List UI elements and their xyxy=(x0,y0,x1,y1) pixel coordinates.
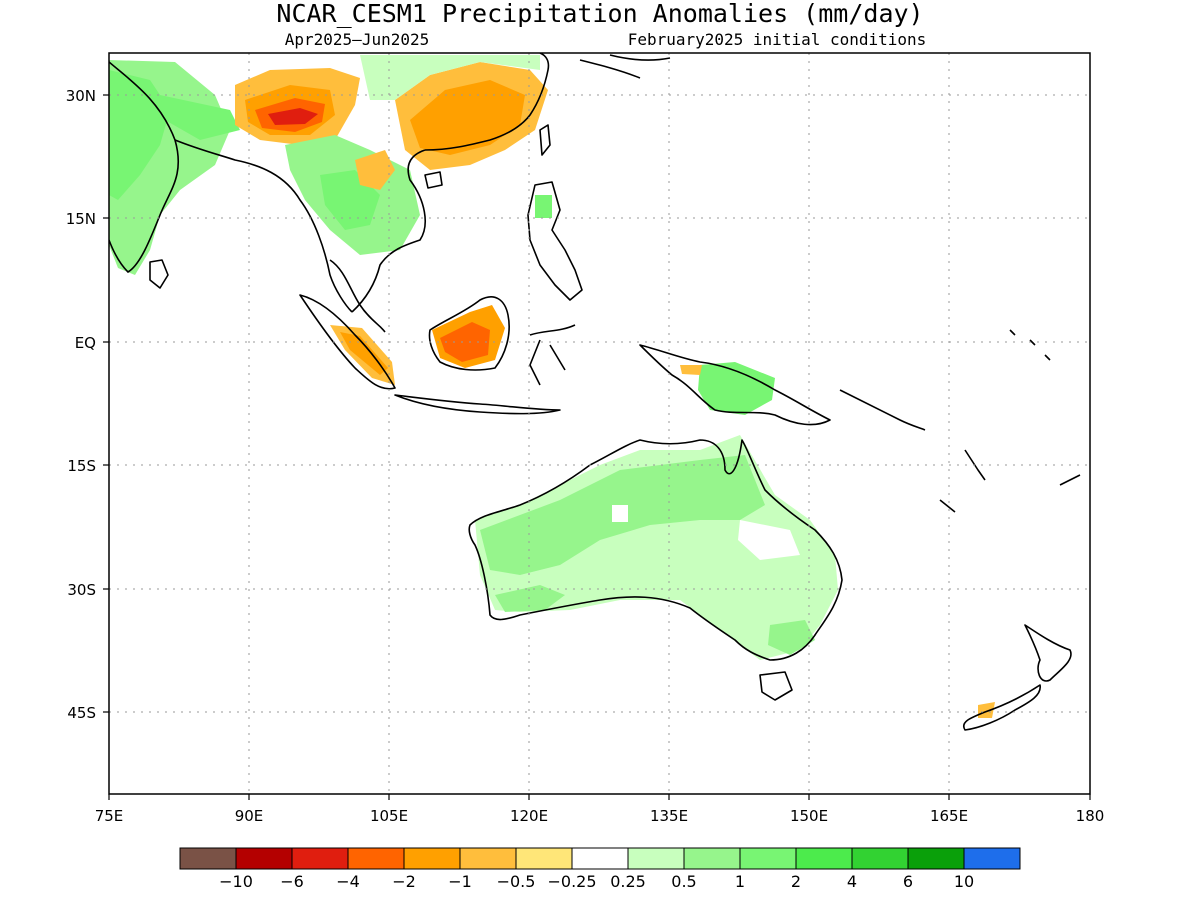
colorbar-label: 4 xyxy=(847,872,857,891)
colorbar-label: 2 xyxy=(791,872,801,891)
taiwan xyxy=(539,124,551,156)
india-bay-coastline xyxy=(174,139,353,313)
colorbar-swatch xyxy=(347,847,405,870)
malay-peninsula xyxy=(329,259,386,333)
colorbar-swatch xyxy=(851,847,909,870)
asia-coastline xyxy=(109,61,180,273)
new-zealand-dry xyxy=(978,702,995,718)
colorbar-label: −10 xyxy=(219,872,253,891)
colorbar-label: −0.25 xyxy=(547,872,596,891)
colorbar-swatch xyxy=(571,847,629,870)
solomon-islands xyxy=(839,389,926,431)
new-guinea-dry-patch xyxy=(680,365,702,375)
lat-tick-eq: EQ xyxy=(75,334,96,352)
colorbar-label: −6 xyxy=(280,872,304,891)
initial-conditions-subtitle: February2025 initial conditions xyxy=(628,30,927,49)
coastlines xyxy=(109,53,1081,731)
colorbar-swatch xyxy=(179,847,237,870)
indochina-coastline xyxy=(351,149,426,313)
colorbar-swatch xyxy=(795,847,853,870)
lat-tick-30n: 30N xyxy=(66,87,96,105)
colorbar-swatch xyxy=(683,847,741,870)
australia-wet-south xyxy=(495,585,565,612)
india-wet-core xyxy=(109,70,170,200)
colorbar-swatch xyxy=(515,847,573,870)
map-frame xyxy=(108,52,1091,795)
lon-tick-90e: 90E xyxy=(235,807,264,825)
colorbar-swatch xyxy=(459,847,517,870)
lon-tick-135e: 135E xyxy=(650,807,688,825)
colorbar-swatch xyxy=(291,847,349,870)
sumatra xyxy=(299,294,396,390)
lat-tick-30s: 30S xyxy=(67,581,96,599)
colorbar-label: −0.5 xyxy=(497,872,536,891)
colorbar: −10 −6 −4 −2 −1 −0.5 −0.25 0.25 0.5 1 2 4 6 10 xyxy=(179,847,1021,891)
lat-tick-15s: 15S xyxy=(67,457,96,475)
pacific-islands xyxy=(939,329,1081,513)
colorbar-label: 6 xyxy=(903,872,913,891)
hainan xyxy=(424,171,443,189)
china-wet-north xyxy=(360,55,540,100)
himalaya-wet-band xyxy=(160,95,240,140)
axis-ticks xyxy=(103,94,1091,800)
sri-lanka xyxy=(149,259,169,289)
latitude-labels: 30N 15N EQ 15S 30S 45S xyxy=(66,87,96,722)
colorbar-label: −4 xyxy=(336,872,360,891)
tibet-dry-peak xyxy=(268,108,318,125)
australia-dry-central xyxy=(738,520,800,560)
lat-lon-grid xyxy=(109,53,1090,794)
season-subtitle: Apr2025–Jun2025 xyxy=(285,30,430,49)
lon-tick-105e: 105E xyxy=(370,807,408,825)
lon-tick-150e: 150E xyxy=(790,807,828,825)
australia-dry-west xyxy=(612,505,628,522)
lon-tick-165e: 165E xyxy=(930,807,968,825)
anomaly-shading xyxy=(109,55,995,718)
china-coastline xyxy=(424,53,550,151)
new-guinea xyxy=(639,344,831,426)
new-zealand-north xyxy=(1024,624,1072,682)
indochina-dry-patch xyxy=(355,150,395,190)
australia-wet-east xyxy=(768,620,815,655)
australia xyxy=(468,439,843,661)
colorbar-label: 0.25 xyxy=(610,872,646,891)
lon-tick-180: 180 xyxy=(1076,807,1105,825)
colorbar-swatch xyxy=(963,847,1021,870)
colorbar-swatch xyxy=(739,847,797,870)
philippines xyxy=(527,181,583,301)
colorbar-label: −1 xyxy=(448,872,472,891)
java xyxy=(394,394,561,415)
colorbar-swatch xyxy=(235,847,293,870)
colorbar-label: 1 xyxy=(735,872,745,891)
colorbar-swatches xyxy=(179,847,1021,870)
chart-title: NCAR_CESM1 Precipitation Anomalies (mm/d… xyxy=(276,0,923,28)
colorbar-swatch xyxy=(627,847,685,870)
colorbar-swatch xyxy=(907,847,965,870)
colorbar-swatch xyxy=(403,847,461,870)
colorbar-label: −2 xyxy=(392,872,416,891)
new-guinea-wet xyxy=(698,362,775,415)
sulawesi xyxy=(529,324,576,386)
longitude-labels: 75E 90E 105E 120E 135E 150E 165E 180 xyxy=(95,807,1105,825)
colorbar-label: 10 xyxy=(954,872,974,891)
sumatra-dry-core xyxy=(340,332,388,375)
lat-tick-45s: 45S xyxy=(67,704,96,722)
tasmania xyxy=(759,671,793,701)
lat-tick-15n: 15N xyxy=(66,210,96,228)
lon-tick-120e: 120E xyxy=(510,807,548,825)
philippines-wet xyxy=(535,195,552,218)
china-dry-core xyxy=(410,80,525,155)
colorbar-label: 0.5 xyxy=(671,872,696,891)
colorbar-labels: −10 −6 −4 −2 −1 −0.5 −0.25 0.25 0.5 1 2 4 6 10 xyxy=(219,872,974,891)
lon-tick-75e: 75E xyxy=(95,807,124,825)
borneo xyxy=(428,296,510,371)
borneo-dry-core xyxy=(440,322,490,362)
japan-korea xyxy=(579,54,671,79)
new-zealand-south xyxy=(963,684,1041,731)
